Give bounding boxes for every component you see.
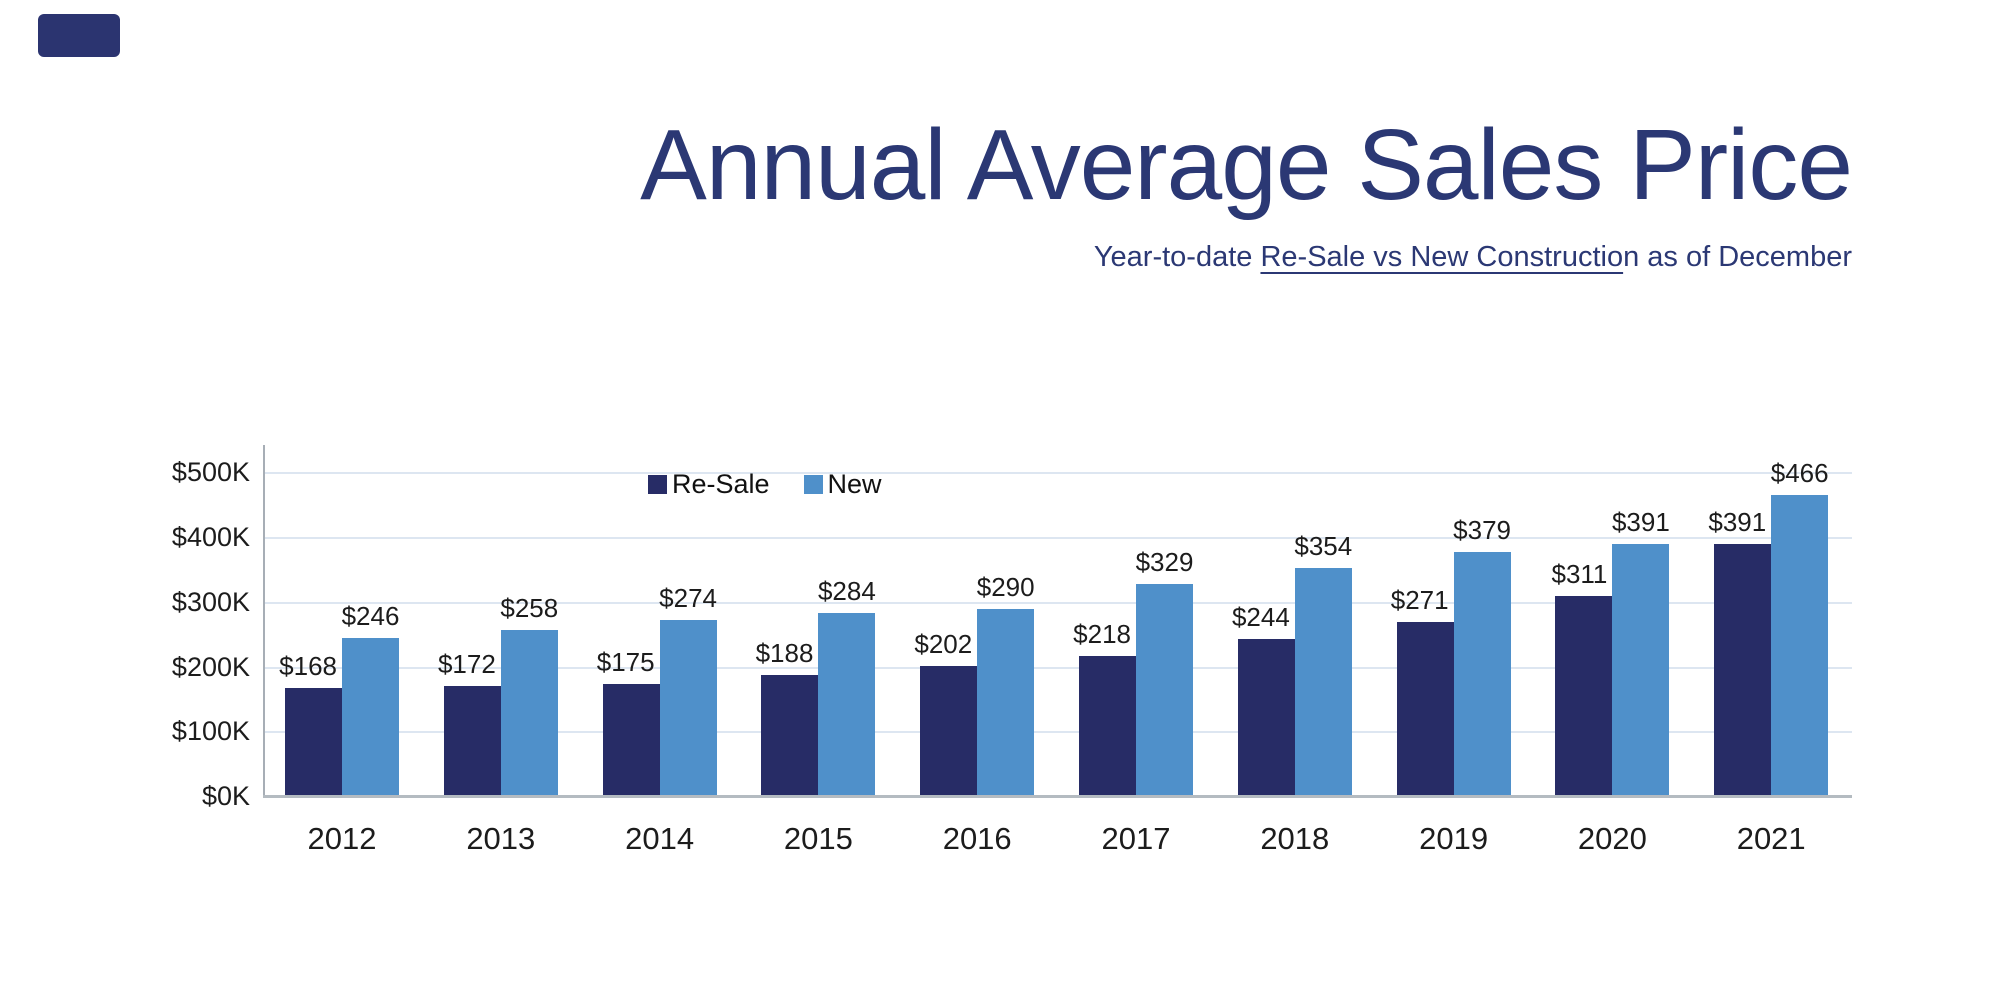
bar-new-2012 (342, 637, 399, 797)
bar-value-label-resale: $175 (596, 646, 655, 677)
bar-value-label-resale: $202 (914, 629, 973, 660)
subtitle-underlined-link[interactable]: Re-Sale vs New Constructio (1260, 241, 1624, 273)
legend-label-resale: Re-Sale (672, 469, 770, 499)
x-axis-label: 2015 (783, 821, 853, 856)
bar-new-2017 (1136, 584, 1193, 797)
bar-resale-2013 (443, 685, 501, 797)
corner-accent (38, 14, 120, 57)
bar-new-2014 (659, 619, 717, 797)
bar-value-label-new: $391 (1611, 507, 1670, 537)
x-axis-line (263, 795, 1852, 798)
bar-value-label-resale: $311 (1551, 558, 1608, 589)
x-axis-label: 2012 (307, 821, 377, 856)
bar-resale-2018 (1237, 639, 1295, 797)
bar-value-label-new: $258 (500, 593, 559, 624)
x-axis-label: 2020 (1577, 821, 1647, 856)
legend-swatch-resale (648, 475, 667, 494)
bar-value-label-new: $274 (659, 582, 718, 613)
page-title: Annual Average Sales Price (640, 109, 1853, 221)
y-axis-tick-label: $100K (171, 716, 250, 747)
bar-resale-2020 (1555, 595, 1613, 797)
legend-swatch-new (803, 475, 823, 494)
bar-value-label-new: $290 (976, 572, 1035, 603)
legend-item-new: New (803, 469, 882, 499)
bar-value-label-resale: $172 (437, 648, 496, 679)
subtitle-prefix: Year-to-date (1093, 241, 1261, 273)
subtitle-suffix: n as of December (1623, 241, 1852, 273)
y-axis-tick-label: $400K (171, 522, 250, 553)
x-axis-label: 2013 (466, 821, 536, 856)
bar-resale-2021 (1714, 544, 1772, 797)
plot-area: Re-Sale New $168 $246 $172 $258 $175 $274 $188 $… (263, 445, 1852, 798)
gridline (263, 537, 1852, 540)
bar-value-label-resale: $218 (1073, 618, 1131, 649)
x-axis-label: 2017 (1101, 821, 1171, 856)
bar-value-label-new: $246 (341, 600, 400, 631)
legend-label-new: New (827, 469, 882, 499)
gridline (263, 731, 1852, 734)
bar-value-label-new: $379 (1453, 514, 1512, 545)
y-axis-line (263, 445, 265, 797)
y-axis-tick-label: $0K (201, 781, 250, 811)
legend-item-resale: Re-Sale (648, 471, 770, 498)
bar-value-label-resale: $391 (1708, 507, 1767, 537)
bar-resale-2014 (602, 683, 660, 797)
bar-value-label-resale: $271 (1390, 584, 1449, 615)
bar-value-label-resale: $188 (755, 638, 814, 669)
legend: Re-Sale New (648, 471, 882, 498)
bar-value-label-resale: $244 (1231, 602, 1290, 633)
bar-new-2021 (1771, 495, 1829, 797)
y-axis-tick-label: $300K (171, 586, 250, 617)
bar-new-2019 (1453, 551, 1511, 797)
bar-new-2015 (818, 613, 876, 797)
y-axis-tick-label: $500K (171, 457, 250, 488)
x-axis-label: 2018 (1260, 821, 1330, 856)
x-axis-label: 2021 (1736, 821, 1806, 856)
bar-new-2013 (500, 630, 558, 797)
bar-resale-2019 (1396, 621, 1454, 797)
gridline (263, 666, 1852, 669)
x-axis: 2012 2013 2014 2015 2016 2017 2018 2019 2020 2021 (263, 797, 1852, 867)
bar-value-label-resale: $168 (279, 651, 337, 682)
bar-resale-2012 (285, 688, 342, 797)
bar-resale-2017 (1079, 655, 1136, 797)
bar-value-label-new: $329 (1135, 547, 1194, 578)
bar-value-label-new: $354 (1294, 530, 1353, 561)
bar-resale-2015 (761, 675, 819, 797)
x-axis-label: 2014 (625, 821, 695, 856)
bar-resale-2016 (920, 666, 978, 797)
y-axis: $0K $100K $200K $300K $400K $500K (100, 445, 250, 810)
y-axis-tick-label: $200K (171, 651, 250, 682)
x-axis-label: 2016 (942, 821, 1012, 856)
bar-value-label-new: $284 (817, 576, 876, 607)
bar-new-2018 (1294, 567, 1352, 797)
bar-value-label-new: $466 (1770, 458, 1829, 489)
page-subtitle: Year-to-date Re-Sale vs New Construction… (1094, 241, 1852, 274)
x-axis-label: 2019 (1419, 821, 1489, 856)
gridline (263, 601, 1852, 604)
gridline (263, 472, 1852, 475)
bar-new-2016 (977, 609, 1035, 797)
bar-new-2020 (1612, 544, 1670, 797)
